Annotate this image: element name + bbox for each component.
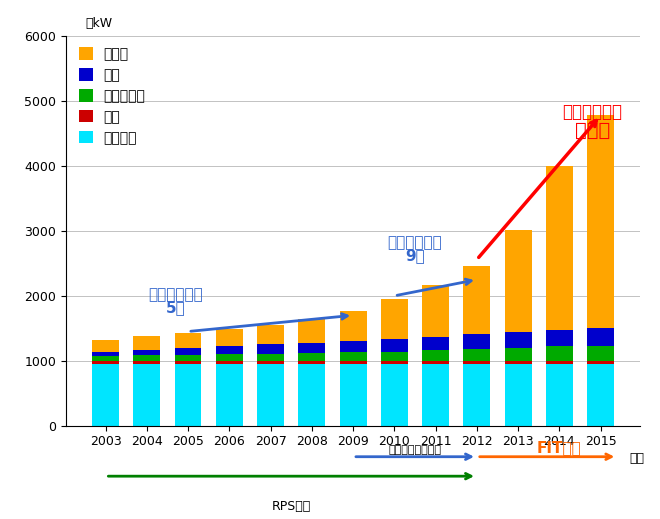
Bar [340, 311, 366, 342]
Bar [175, 355, 201, 361]
Bar [175, 361, 201, 364]
Bar [505, 348, 531, 361]
Bar [505, 364, 531, 426]
Text: 年平均伸び率: 年平均伸び率 [148, 288, 203, 302]
Bar [463, 361, 490, 364]
Bar [463, 334, 490, 349]
Bar [546, 364, 573, 426]
Bar [92, 361, 119, 364]
Bar [92, 364, 119, 426]
Bar [422, 285, 449, 337]
Bar [133, 336, 160, 350]
Text: FIT制度: FIT制度 [537, 440, 582, 455]
Bar [422, 350, 449, 361]
Bar [298, 353, 325, 361]
Bar [175, 348, 201, 355]
Text: 年平均伸び率: 年平均伸び率 [387, 236, 442, 250]
Bar [381, 352, 408, 361]
Bar [505, 361, 531, 364]
Bar [216, 364, 243, 426]
Bar [175, 364, 201, 426]
Bar [257, 353, 284, 361]
Bar [463, 349, 490, 361]
Bar [340, 352, 366, 361]
Bar [422, 361, 449, 364]
Bar [463, 266, 490, 334]
Bar [216, 361, 243, 364]
Bar [340, 342, 366, 352]
Text: ２９％: ２９％ [575, 121, 610, 140]
Bar [257, 361, 284, 364]
Bar [133, 361, 160, 364]
Bar [587, 346, 614, 361]
Bar [422, 337, 449, 350]
Bar [257, 345, 284, 353]
Bar [175, 333, 201, 348]
Bar [216, 329, 243, 347]
Bar [546, 330, 573, 347]
Text: 年度: 年度 [630, 452, 645, 465]
Bar [216, 354, 243, 361]
Bar [133, 364, 160, 426]
Bar [381, 364, 408, 426]
Bar [587, 361, 614, 364]
Bar [133, 350, 160, 355]
Bar [381, 361, 408, 364]
Bar [92, 352, 119, 356]
Bar [587, 328, 614, 346]
Bar [587, 364, 614, 426]
Bar [92, 356, 119, 361]
Bar [546, 361, 573, 364]
Bar [587, 115, 614, 328]
Bar [340, 364, 366, 426]
Text: 年平均伸び率: 年平均伸び率 [562, 103, 622, 120]
Bar [505, 229, 531, 332]
Bar [381, 339, 408, 352]
Text: 9％: 9％ [405, 249, 425, 263]
Bar [133, 355, 160, 361]
Legend: 太陽光, 風力, バイオマス, 地熱, 中小水力: 太陽光, 風力, バイオマス, 地熱, 中小水力 [79, 47, 146, 145]
Bar [546, 347, 573, 361]
Bar [381, 299, 408, 339]
Text: 余剰電力買取制度: 余剰電力買取制度 [389, 445, 442, 455]
Bar [257, 325, 284, 345]
Bar [298, 361, 325, 364]
Bar [298, 343, 325, 353]
Bar [422, 364, 449, 426]
Text: 5％: 5％ [166, 301, 185, 315]
Bar [257, 364, 284, 426]
Bar [546, 166, 573, 330]
Bar [340, 361, 366, 364]
Bar [216, 347, 243, 354]
Text: 万kW: 万kW [85, 17, 112, 30]
Bar [298, 364, 325, 426]
Bar [505, 332, 531, 348]
Text: RPS制度: RPS制度 [271, 499, 311, 513]
Bar [298, 319, 325, 343]
Bar [92, 340, 119, 352]
Bar [463, 364, 490, 426]
